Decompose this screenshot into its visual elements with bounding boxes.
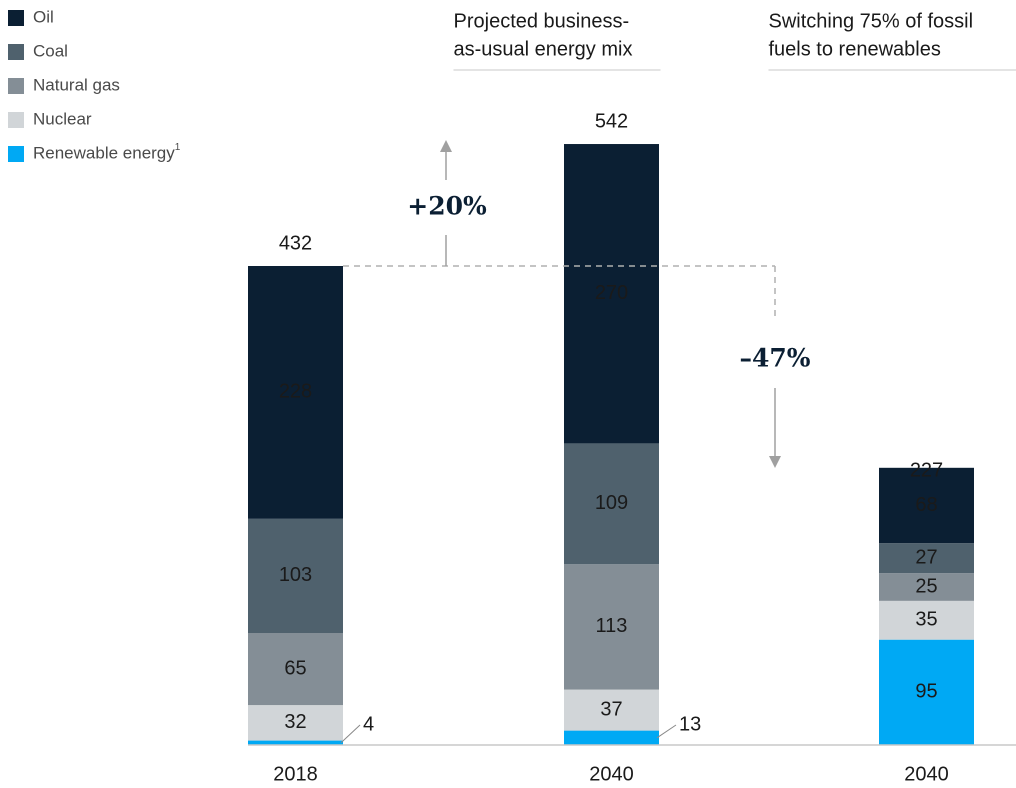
- bar-segment: [564, 443, 659, 565]
- bar-segment: [879, 573, 974, 601]
- legend-label: Nuclear: [33, 109, 92, 128]
- x-tick-label: 2018: [273, 763, 318, 785]
- column-header: Projected business-: [454, 10, 630, 32]
- bar-segment: [879, 543, 974, 574]
- annotation: +20%: [407, 192, 487, 221]
- leader-line: [656, 724, 677, 739]
- bar-segment: [879, 600, 974, 640]
- bar-segment: [564, 144, 659, 444]
- value-label: 13: [679, 713, 701, 735]
- value-label: 68: [915, 494, 937, 516]
- legend-swatch: [8, 112, 24, 128]
- total-label: 432: [279, 232, 312, 254]
- bar-segment: [248, 740, 343, 745]
- value-label: 270: [595, 282, 628, 304]
- x-tick-label: 2040: [589, 763, 634, 785]
- bar-segment: [564, 689, 659, 731]
- total-label: 542: [595, 110, 628, 132]
- column-header: Switching 75% of fossil: [769, 10, 974, 32]
- column-header: as-usual energy mix: [454, 38, 633, 60]
- annotation: –47%: [739, 344, 810, 373]
- value-label: 103: [279, 564, 312, 586]
- bar-segment: [248, 705, 343, 741]
- x-tick-label: 2040: [904, 763, 949, 785]
- leader-line: [340, 724, 361, 744]
- bar-segment: [879, 467, 974, 544]
- legend-label: Renewable energy1: [33, 142, 181, 163]
- value-label: 37: [600, 698, 622, 720]
- legend-swatch: [8, 78, 24, 94]
- legend-label: Coal: [33, 41, 68, 60]
- value-label: 95: [915, 681, 937, 703]
- column-header: fuels to renewables: [769, 38, 941, 60]
- bar-segment: [248, 266, 343, 519]
- bar-segment: [564, 730, 659, 745]
- value-label: 27: [915, 546, 937, 568]
- bar-segment: [564, 564, 659, 690]
- value-label: 4: [363, 713, 374, 735]
- value-label: 113: [596, 615, 628, 637]
- value-label: 35: [915, 609, 937, 631]
- legend-swatch: [8, 146, 24, 162]
- legend-swatch: [8, 10, 24, 26]
- value-label: 228: [279, 381, 312, 403]
- value-label: 65: [284, 657, 306, 679]
- value-label: 25: [915, 575, 937, 597]
- bar-segment: [248, 518, 343, 634]
- value-label: 32: [284, 711, 306, 733]
- total-label: 227: [910, 460, 943, 482]
- legend-swatch: [8, 44, 24, 60]
- legend-footnote: 1: [175, 142, 181, 153]
- value-label: 109: [595, 492, 628, 514]
- legend-label: Natural gas: [33, 75, 120, 94]
- bar-segment: [248, 633, 343, 706]
- legend-label: Oil: [33, 7, 54, 26]
- bar-segment: [879, 639, 974, 745]
